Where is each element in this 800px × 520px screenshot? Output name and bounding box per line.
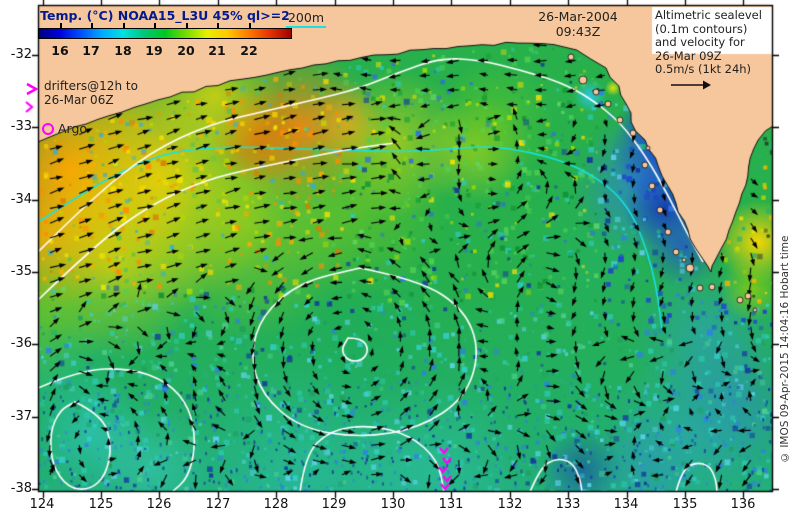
argo-label: Argo [58, 121, 88, 136]
drifters-legend: drifters@12h to 26-Mar 06Z [44, 79, 164, 107]
lon-tick-label: 126 [146, 497, 172, 512]
colorbar-label: 20 [177, 43, 195, 58]
lat-tick-label: -36 [10, 336, 32, 351]
colorbar-label: 16 [51, 43, 69, 58]
lat-tick-label: -38 [10, 481, 32, 496]
colorbar-title: Temp. (°C) NOAA15_L3U 45% ql>=2 [40, 8, 290, 23]
colorbar-label: 21 [208, 43, 226, 58]
date-text: 26-Mar-2004 [538, 9, 618, 24]
colorbar-label: 18 [114, 43, 132, 58]
altimetry-line: (0.1m contours) [655, 21, 748, 36]
lon-tick-label: 132 [497, 497, 523, 512]
lon-tick-label: 124 [29, 497, 55, 512]
lat-tick-label: -37 [10, 409, 32, 424]
lon-tick-label: 133 [555, 497, 581, 512]
argo-marker-icon [42, 123, 54, 135]
lon-tick-label: 136 [730, 497, 756, 512]
lat-tick-label: -32 [10, 47, 32, 62]
colorbar-tick [91, 23, 93, 28]
lon-tick-label: 127 [205, 497, 231, 512]
lon-tick-label: 134 [613, 497, 639, 512]
colorbar-tick [217, 23, 219, 28]
lat-tick-label: -35 [10, 264, 32, 279]
lon-tick-label: 130 [380, 497, 406, 512]
colorbar-tick [154, 23, 156, 28]
time-text: 09:43Z [555, 24, 601, 39]
colorbar-label: 19 [145, 43, 163, 58]
lon-tick-label: 125 [88, 497, 114, 512]
altimetry-line: and velocity for [655, 35, 745, 49]
drifters-line: drifters@12h to [44, 79, 138, 93]
colorbar-tick [186, 23, 188, 28]
isobath-200m-label: 200m [286, 10, 326, 28]
lat-tick-label: -33 [10, 119, 32, 134]
altimetry-line: 0.5m/s (1kt 24h) [655, 62, 752, 76]
lon-tick-label: 128 [263, 497, 289, 512]
colorbar-tick [249, 23, 251, 28]
lat-tick-label: -34 [10, 192, 32, 207]
lon-tick-label: 135 [672, 497, 698, 512]
drifter-arrow-icon [26, 82, 39, 96]
drifters-line: 26-Mar 06Z [44, 93, 114, 107]
colorbar-gradient [38, 28, 292, 39]
altimetry-note: Altimetric sealevel (0.1m contours) and … [655, 8, 773, 94]
colorbar-tick [123, 23, 125, 28]
colorbar-tick [60, 23, 62, 28]
lon-tick-label: 129 [321, 497, 347, 512]
colorbar-label: 22 [240, 43, 258, 58]
datetime-label: 26-Mar-2004 09:43Z [512, 9, 644, 39]
lon-tick-label: 131 [438, 497, 464, 512]
colorbar-label: 17 [82, 43, 100, 58]
reference-velocity-arrow-icon [671, 80, 711, 89]
copyright-watermark: © IMOS 09-Apr-2015 14:04:16 Hobart time [779, 235, 791, 463]
altimetry-line: 26-Mar 09Z [655, 48, 722, 63]
altimetry-line: Altimetric sealevel [655, 8, 762, 22]
